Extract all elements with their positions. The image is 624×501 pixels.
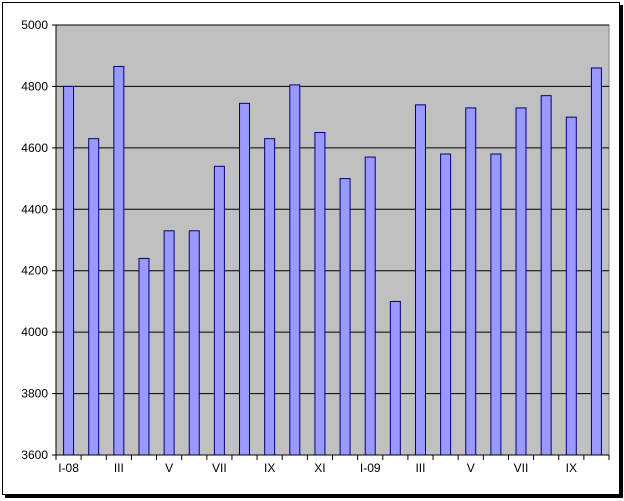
bar [138,257,150,456]
x-tick-label: I-08 [58,461,79,475]
bar [414,104,426,456]
bar [113,65,125,456]
bar [490,153,502,456]
bar [188,230,200,456]
bar [515,107,527,456]
bar [289,84,301,456]
x-axis: I-08 III V VII IX XI I-09 III V VII IX [55,454,610,475]
x-tick-label: VII [212,461,227,475]
bar-series [63,65,602,456]
x-tick-label: V [165,461,173,475]
x-tick-label: IX [566,461,577,475]
x-tick-label: V [467,461,475,475]
bar [314,132,326,456]
bar [565,116,577,456]
y-tick-label: 4400 [21,202,48,216]
x-tick-label: I-09 [360,461,381,475]
bar [364,156,376,456]
bar [239,102,251,456]
bar [163,230,175,456]
y-axis: 3600 3800 4000 4200 4400 4600 4800 5000 [21,18,57,462]
bar [339,178,351,456]
bar [389,300,401,456]
bar [213,165,225,456]
y-tick-label: 5000 [21,18,48,32]
y-tick-label: 3600 [21,448,48,462]
y-tick-label: 4000 [21,325,48,339]
bar [264,138,276,456]
x-tick-label: III [415,461,425,475]
bar [590,67,602,456]
x-tick-label: III [114,461,124,475]
x-tick-label: VII [514,461,529,475]
bar [540,95,552,456]
y-tick-label: 3800 [21,387,48,401]
bar [440,153,452,456]
y-tick-label: 4800 [21,79,48,93]
x-tick-label: XI [314,461,325,475]
bar [63,85,75,456]
y-tick-label: 4600 [21,141,48,155]
bar [88,138,100,456]
y-tick-label: 4200 [21,264,48,278]
bar [465,107,477,456]
x-tick-label: IX [264,461,275,475]
